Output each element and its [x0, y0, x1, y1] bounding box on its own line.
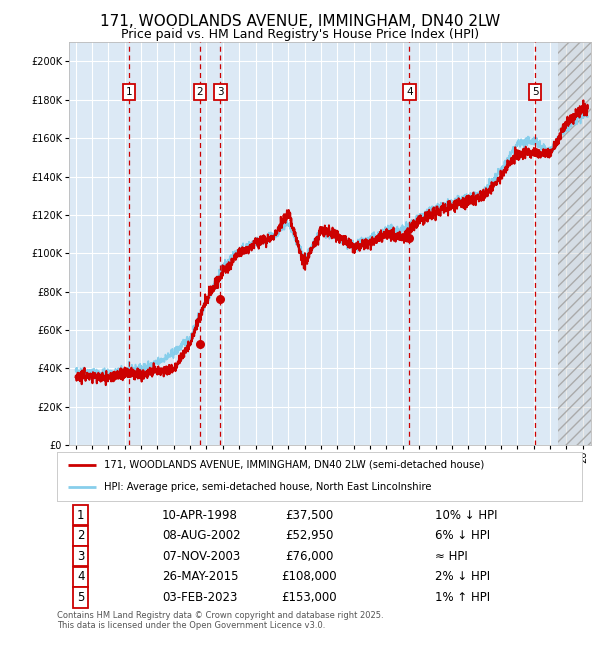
Text: 03-FEB-2023: 03-FEB-2023	[162, 591, 238, 604]
Text: 3: 3	[77, 550, 85, 563]
Text: 07-NOV-2003: 07-NOV-2003	[162, 550, 240, 563]
Text: 4: 4	[406, 87, 413, 97]
Text: £37,500: £37,500	[285, 509, 333, 522]
Text: 1: 1	[126, 87, 133, 97]
Text: Contains HM Land Registry data © Crown copyright and database right 2025.
This d: Contains HM Land Registry data © Crown c…	[57, 611, 383, 630]
Text: 2: 2	[197, 87, 203, 97]
Text: 6% ↓ HPI: 6% ↓ HPI	[435, 529, 490, 542]
Bar	[558, 42, 591, 445]
Text: £76,000: £76,000	[285, 550, 333, 563]
Text: 1% ↑ HPI: 1% ↑ HPI	[435, 591, 490, 604]
Text: 1: 1	[77, 509, 85, 522]
Text: Price paid vs. HM Land Registry's House Price Index (HPI): Price paid vs. HM Land Registry's House …	[121, 28, 479, 41]
Bar	[558, 42, 591, 445]
Text: 10% ↓ HPI: 10% ↓ HPI	[435, 509, 497, 522]
Text: 4: 4	[77, 571, 85, 584]
Text: 5: 5	[532, 87, 539, 97]
Text: HPI: Average price, semi-detached house, North East Lincolnshire: HPI: Average price, semi-detached house,…	[104, 482, 432, 492]
Text: 171, WOODLANDS AVENUE, IMMINGHAM, DN40 2LW (semi-detached house): 171, WOODLANDS AVENUE, IMMINGHAM, DN40 2…	[104, 460, 485, 470]
Text: 2% ↓ HPI: 2% ↓ HPI	[435, 571, 490, 584]
Text: 3: 3	[217, 87, 224, 97]
Text: £153,000: £153,000	[281, 591, 337, 604]
Text: 171, WOODLANDS AVENUE, IMMINGHAM, DN40 2LW: 171, WOODLANDS AVENUE, IMMINGHAM, DN40 2…	[100, 14, 500, 29]
Text: 26-MAY-2015: 26-MAY-2015	[162, 571, 239, 584]
Text: 5: 5	[77, 591, 85, 604]
Text: £108,000: £108,000	[281, 571, 337, 584]
Text: 2: 2	[77, 529, 85, 542]
Text: ≈ HPI: ≈ HPI	[435, 550, 468, 563]
Text: £52,950: £52,950	[285, 529, 333, 542]
Text: 10-APR-1998: 10-APR-1998	[162, 509, 238, 522]
Text: 08-AUG-2002: 08-AUG-2002	[162, 529, 241, 542]
